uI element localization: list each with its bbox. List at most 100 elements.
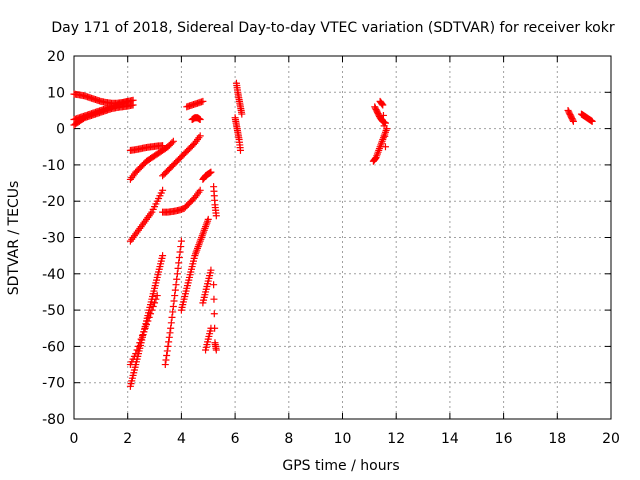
- data-point: [172, 281, 180, 289]
- x-tick-label: 10: [334, 431, 352, 447]
- series-arc-s: [210, 281, 220, 354]
- series-arc-o: [202, 324, 215, 354]
- y-tick-label: -20: [42, 194, 65, 210]
- series-arc-r: [210, 183, 220, 220]
- data-point: [152, 295, 160, 303]
- data-point: [196, 132, 204, 140]
- plot-frame: [73, 55, 612, 420]
- y-axis-label: SDTVAR / TECUs: [6, 181, 22, 296]
- data-point: [169, 137, 177, 145]
- data-point: [142, 321, 150, 329]
- data-point: [236, 146, 244, 154]
- data-point: [381, 143, 389, 151]
- x-tick-label: 18: [548, 431, 566, 447]
- data-point: [207, 168, 215, 176]
- data-point: [212, 212, 220, 220]
- series-arc-z: [577, 110, 596, 125]
- data-point: [138, 332, 146, 340]
- data-point: [159, 186, 167, 194]
- data-point: [174, 264, 182, 272]
- series-arc-e: [126, 137, 177, 183]
- data-point: [145, 313, 153, 321]
- data-point: [210, 295, 218, 303]
- series-arc-l: [161, 237, 185, 369]
- x-tick-label: 12: [387, 431, 405, 447]
- series-arc-x: [376, 97, 389, 151]
- data-point: [141, 324, 149, 332]
- data-point: [378, 100, 386, 108]
- x-tick-label: 14: [441, 431, 459, 447]
- data-point: [176, 248, 184, 256]
- x-tick-label: 6: [231, 431, 240, 447]
- data-point: [177, 243, 185, 251]
- x-tick-label: 4: [177, 431, 186, 447]
- series-arc-q: [188, 114, 204, 124]
- data-point: [377, 99, 385, 107]
- data-point: [379, 111, 387, 119]
- data-point: [140, 328, 148, 336]
- x-tick-label: 16: [495, 431, 513, 447]
- data-point: [166, 329, 174, 337]
- data-point: [149, 302, 157, 310]
- data-point: [175, 259, 183, 267]
- y-tick-label: -40: [42, 267, 65, 283]
- series-arc-y: [564, 106, 577, 125]
- data-point: [210, 310, 218, 318]
- series-arc-h: [159, 186, 204, 216]
- series-arc-k: [126, 292, 161, 369]
- series-arc-c: [70, 97, 132, 124]
- x-axis-label: GPS time / hours: [282, 458, 399, 474]
- data-point: [379, 101, 387, 109]
- x-tick-label: 0: [70, 431, 79, 447]
- data-point: [177, 237, 185, 245]
- data-point: [381, 132, 389, 140]
- data-point: [238, 110, 246, 118]
- data-point: [380, 122, 388, 130]
- series-arc-p: [183, 97, 207, 111]
- data-point: [170, 297, 178, 305]
- series-arc-f: [159, 132, 204, 180]
- data-point: [169, 302, 177, 310]
- data-point: [163, 351, 171, 359]
- series-arc-t: [232, 79, 246, 118]
- y-tick-label: 10: [47, 85, 65, 101]
- data-point: [162, 356, 170, 364]
- data-point: [137, 335, 145, 343]
- data-points: [70, 79, 596, 390]
- data-point: [211, 324, 219, 332]
- data-point: [148, 306, 156, 314]
- series-arc-g: [126, 186, 167, 245]
- x-tick-label: 20: [602, 431, 620, 447]
- data-point: [569, 117, 577, 125]
- data-point: [153, 292, 161, 300]
- y-tick-label: -60: [42, 339, 65, 355]
- data-point: [588, 117, 596, 125]
- data-point: [147, 310, 155, 318]
- data-point: [161, 361, 169, 369]
- series-arc-i: [199, 168, 215, 183]
- data-point: [136, 339, 144, 347]
- data-point: [175, 253, 183, 261]
- data-point: [169, 308, 177, 316]
- data-point: [151, 299, 159, 307]
- data-point: [196, 186, 204, 194]
- data-point: [134, 342, 142, 350]
- data-point: [124, 97, 132, 105]
- y-tick-label: 20: [47, 49, 65, 65]
- data-point: [199, 97, 207, 105]
- data-point: [569, 116, 577, 124]
- data-point: [171, 292, 179, 300]
- data-point: [165, 333, 173, 341]
- series-arc-m: [177, 215, 212, 314]
- data-point: [168, 139, 176, 147]
- tick-labels: 0 2 4 6 8 10 12 14 16 18 20 20 10 0 -10 -20 -30 -40 -50 -60…: [42, 49, 620, 447]
- data-point: [129, 101, 137, 109]
- x-tick-label: 8: [284, 431, 293, 447]
- data-point: [165, 338, 173, 346]
- data-point: [173, 270, 181, 278]
- chart-title: Day 171 of 2018, Sidereal Day-to-day VTE…: [51, 20, 614, 36]
- data-point: [159, 252, 167, 260]
- series-arc-w: [369, 125, 391, 165]
- data-point: [173, 275, 181, 283]
- y-tick-label: -50: [42, 303, 65, 319]
